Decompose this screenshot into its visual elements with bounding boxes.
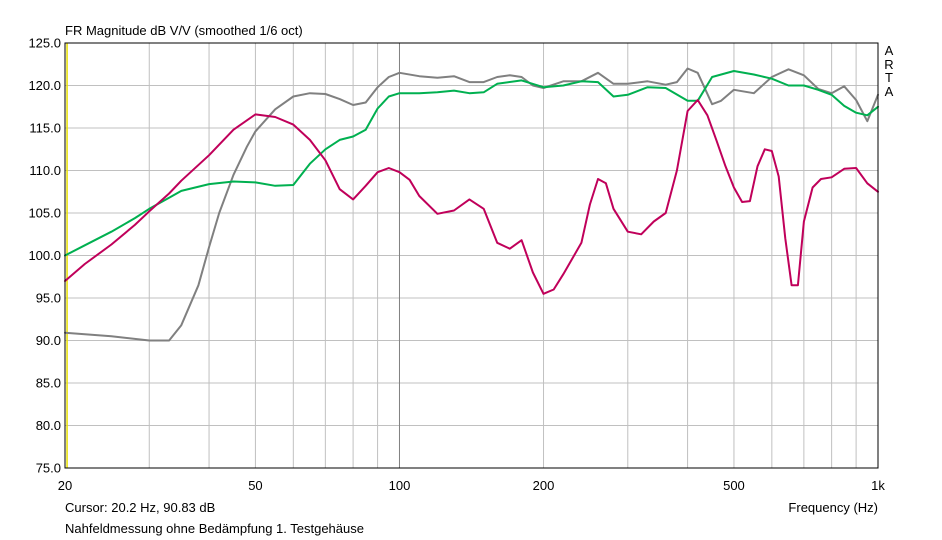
y-tick-label: 95.0 <box>36 291 61 306</box>
chart-title: FR Magnitude dB V/V (smoothed 1/6 oct) <box>65 23 303 38</box>
x-tick-label: 100 <box>389 478 411 493</box>
y-tick-label: 115.0 <box>29 121 61 136</box>
series-line-3 <box>64 99 879 295</box>
y-tick-label: 120.0 <box>28 78 61 93</box>
x-tick-label: 1k <box>871 478 885 493</box>
x-tick-label: 50 <box>248 478 262 493</box>
y-tick-label: 110.0 <box>29 163 61 178</box>
y-tick-label: 80.0 <box>36 418 61 433</box>
series-line-2 <box>64 70 879 257</box>
series-group <box>64 67 879 342</box>
brand-letter: A <box>884 83 894 99</box>
arta-brand-label: A R T A <box>883 44 895 98</box>
y-tick-label: 105.0 <box>28 206 61 221</box>
x-tick-labels: 20 50 100 200 500 1k <box>58 478 886 493</box>
y-tick-label: 100.0 <box>28 248 61 263</box>
grid <box>65 43 878 468</box>
brand-letter: A <box>884 43 894 58</box>
plot-border <box>64 42 879 469</box>
x-tick-label: 500 <box>723 478 745 493</box>
x-axis-label: Frequency (Hz) <box>788 500 878 515</box>
x-tick-label: 20 <box>58 478 72 493</box>
y-tick-label: 90.0 <box>36 333 61 348</box>
y-tick-label: 85.0 <box>36 376 61 391</box>
series-line-1 <box>64 67 879 342</box>
x-tick-label: 200 <box>533 478 555 493</box>
measurement-caption: Nahfeldmessung ohne Bedämpfung 1. Testge… <box>65 521 364 536</box>
brand-letter: T <box>885 70 893 85</box>
cursor-readout: Cursor: 20.2 Hz, 90.83 dB <box>65 500 216 515</box>
y-tick-label: 75.0 <box>36 461 61 476</box>
brand-letter: R <box>884 56 894 72</box>
y-tick-label: 125.0 <box>28 36 61 51</box>
y-tick-labels: 125.0 120.0 115.0 110.0 105.0 100.0 95.0 90.0 85… <box>28 36 61 476</box>
